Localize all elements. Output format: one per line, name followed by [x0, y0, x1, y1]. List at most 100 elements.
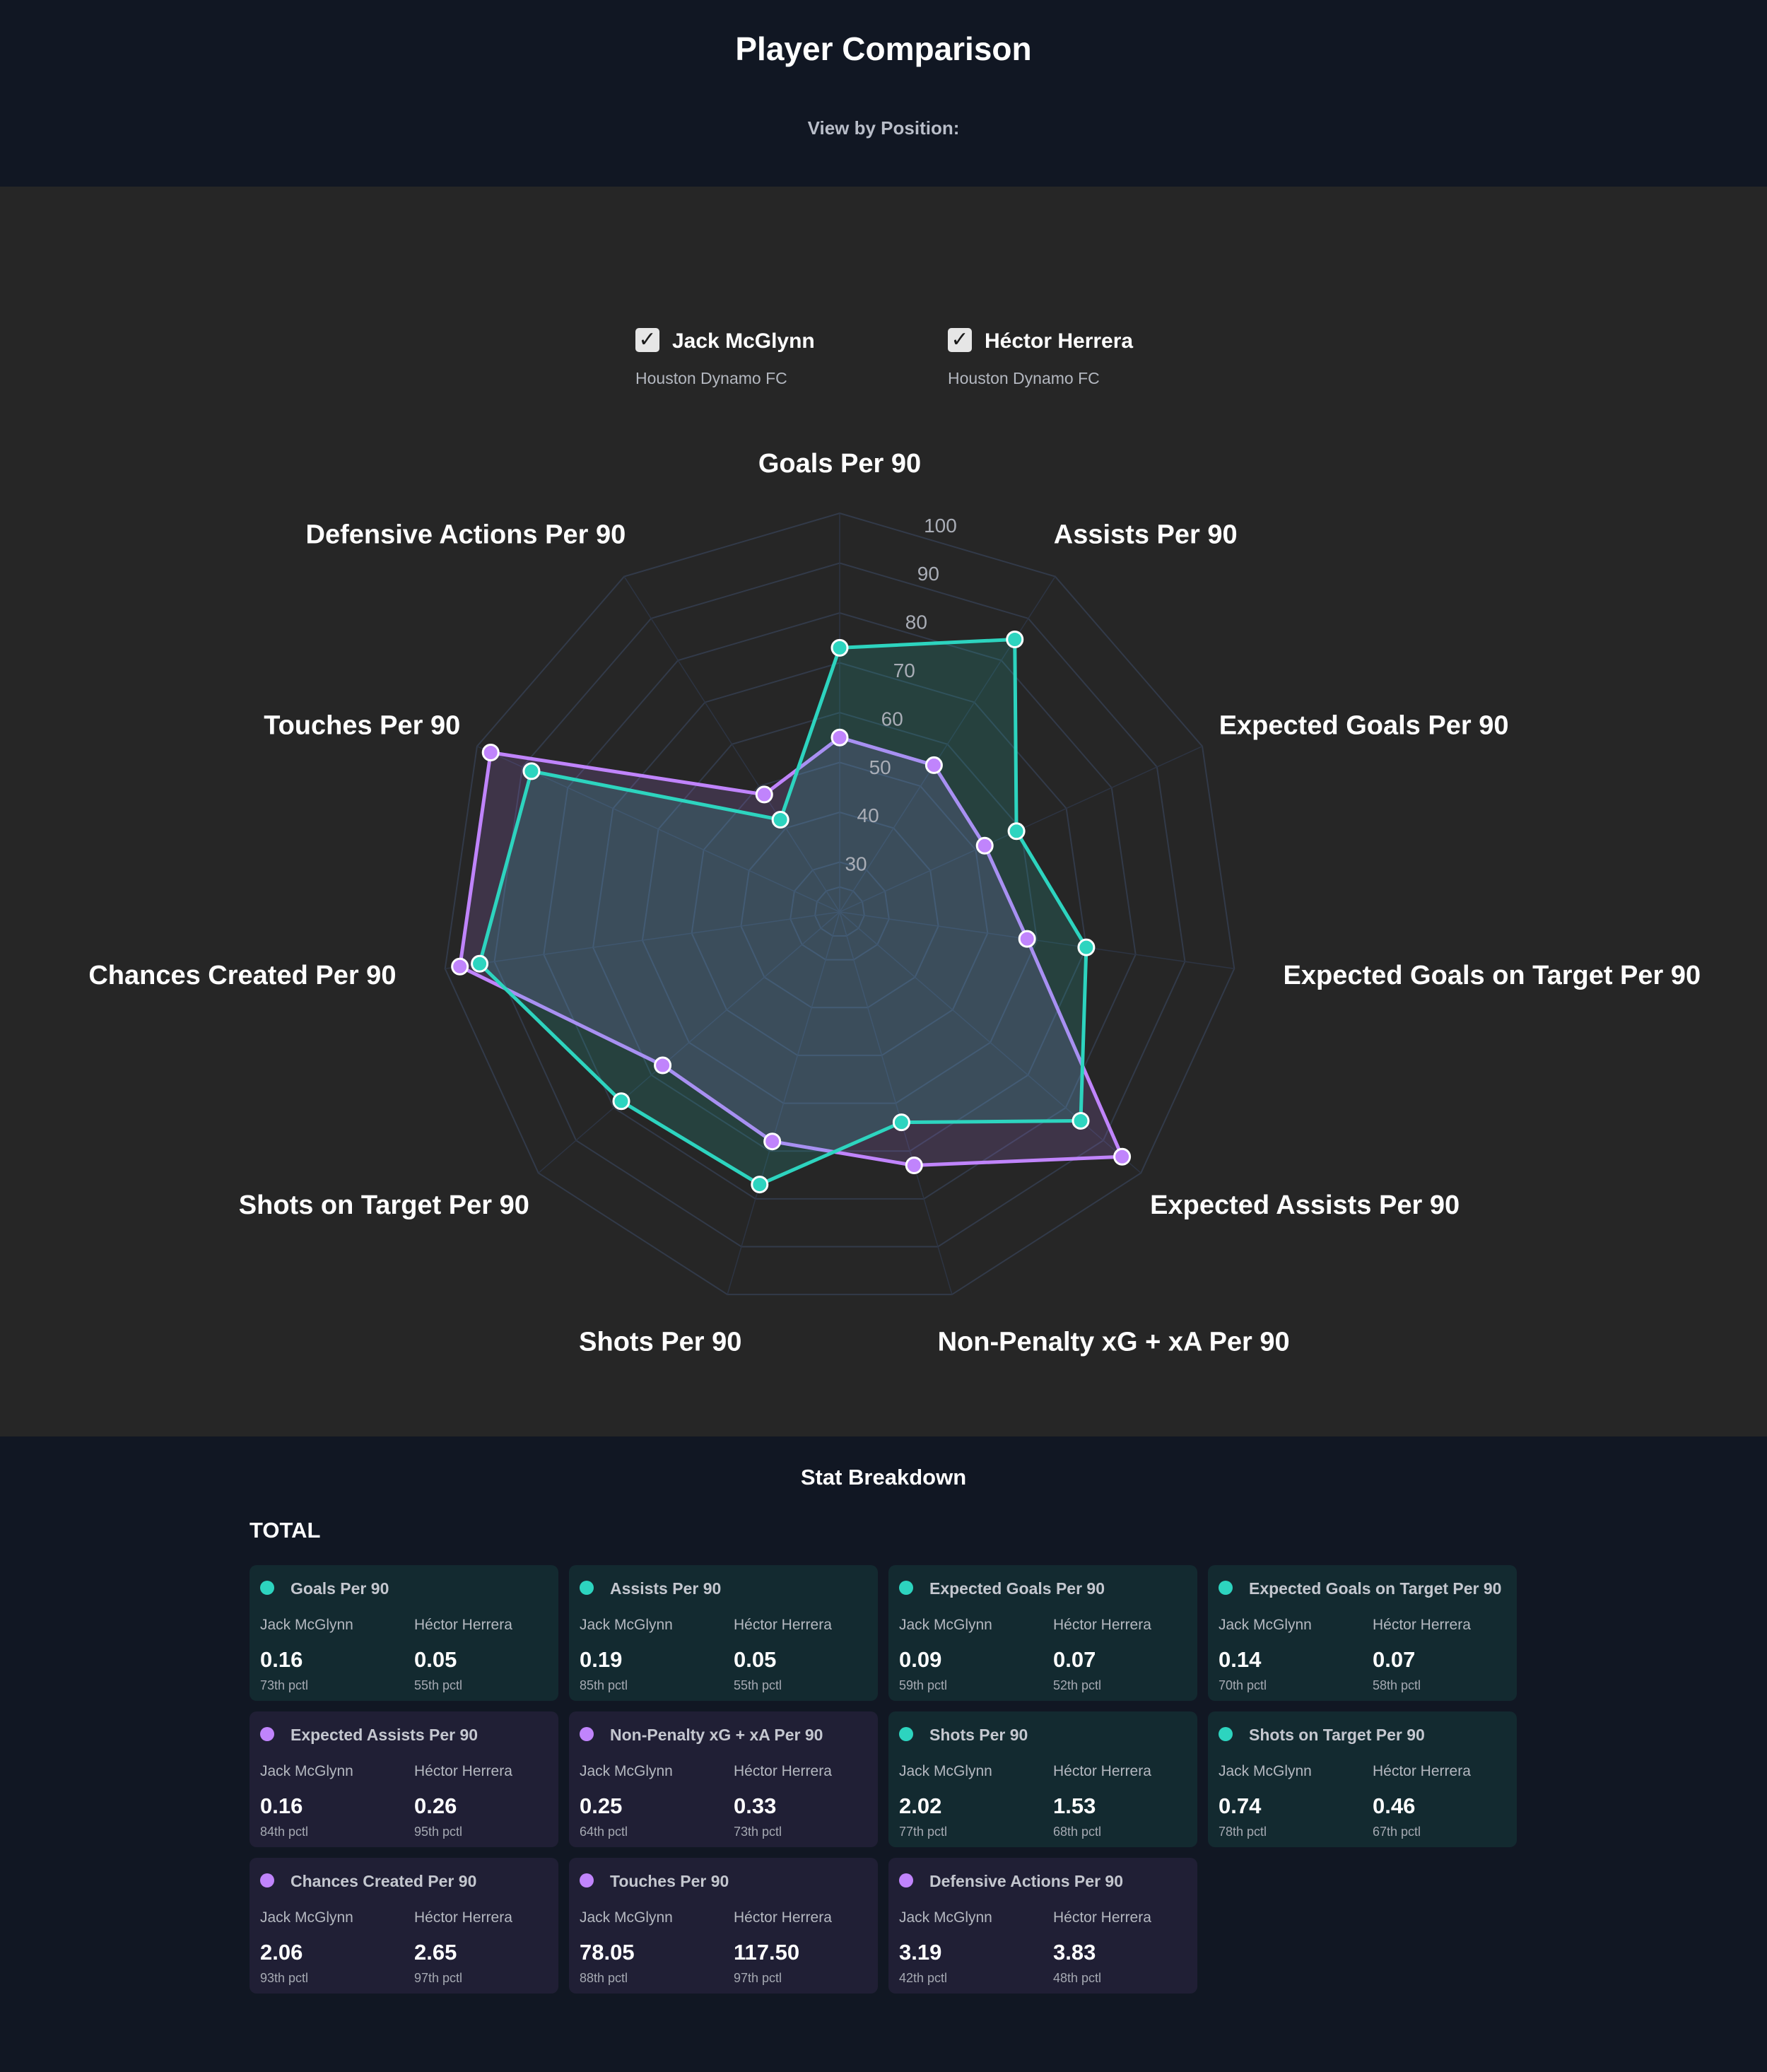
- stat-breakdown-title: Stat Breakdown: [800, 1465, 967, 1489]
- stat-card: Goals Per 90 Jack McGlynn Héctor Herrera 0.…: [250, 1565, 558, 1701]
- player-two-value: 0.05: [414, 1647, 457, 1672]
- player-two-value: 0.07: [1053, 1647, 1096, 1672]
- stat-card-metric: Touches Per 90: [610, 1872, 729, 1890]
- player-one-percentile: 84th pctl: [260, 1825, 309, 1839]
- axis-label: Assists Per 90: [1054, 520, 1238, 550]
- player-two-percentile: 73th pctl: [734, 1825, 782, 1839]
- grid-spoke: [839, 911, 1235, 970]
- data-point: [755, 785, 773, 804]
- player-one-percentile: 73th pctl: [260, 1678, 309, 1692]
- axis-label: Goals Per 90: [758, 449, 921, 479]
- player-two-percentile: 48th pctl: [1053, 1971, 1102, 1985]
- stat-card: Chances Created Per 90 Jack McGlynn Héctor…: [250, 1858, 558, 1994]
- radial-tick-label: 50: [869, 756, 891, 778]
- data-point: [751, 1176, 769, 1194]
- player-one-percentile: 77th pctl: [899, 1825, 948, 1839]
- axis-label: Defensive Actions Per 90: [306, 520, 626, 550]
- data-point: [654, 1056, 672, 1075]
- radial-tick-label: 30: [845, 853, 867, 875]
- player-one-name: Jack McGlynn: [1219, 1763, 1312, 1779]
- player-one-name: Jack McGlynn: [1219, 1617, 1312, 1633]
- axis-label: Touches Per 90: [264, 711, 460, 741]
- stat-card-metric: Goals Per 90: [290, 1579, 389, 1598]
- data-point: [975, 836, 994, 855]
- series-dot-icon: [899, 1727, 913, 1741]
- player-one-percentile: 88th pctl: [580, 1971, 628, 1985]
- data-point: [451, 957, 469, 976]
- grid-spoke: [727, 911, 840, 1295]
- grid-ring: [789, 861, 890, 961]
- stat-card: Touches Per 90 Jack McGlynn Héctor Herrera…: [569, 1858, 878, 1994]
- player-one-name: Jack McGlynn: [260, 1909, 353, 1926]
- legend-player-club: Houston Dynamo FC: [635, 369, 787, 387]
- player-two-percentile: 55th pctl: [734, 1678, 782, 1692]
- series-area: [458, 735, 1125, 1168]
- series-dot-icon: [899, 1581, 913, 1595]
- stat-card: Assists Per 90 Jack McGlynn Héctor Herrera…: [569, 1565, 878, 1701]
- page-title: Player Comparison: [735, 30, 1032, 67]
- axis-label: Expected Goals on Target Per 90: [1284, 961, 1701, 990]
- stat-card-metric: Expected Assists Per 90: [290, 1726, 479, 1744]
- stat-card: Shots Per 90 Jack McGlynn Héctor Herrera 2.…: [888, 1711, 1197, 1847]
- data-point: [1072, 1111, 1090, 1130]
- legend-item-hector-herrera[interactable]: ✓ Héctor Herrera Houston Dynamo FC: [948, 328, 1146, 392]
- player-two-name: Héctor Herrera: [414, 1763, 512, 1779]
- player-two-name: Héctor Herrera: [1373, 1763, 1471, 1779]
- player-one-value: 0.14: [1219, 1647, 1262, 1672]
- player-two-value: 0.26: [414, 1793, 457, 1818]
- player-one-percentile: 42th pctl: [899, 1971, 948, 1985]
- series-area: [478, 637, 1088, 1187]
- player-two-name: Héctor Herrera: [734, 1909, 832, 1926]
- radial-tick-label: 80: [905, 611, 927, 633]
- series-dot-icon: [1219, 1727, 1233, 1741]
- series-dot-icon: [260, 1581, 274, 1595]
- player-one-value: 0.19: [580, 1647, 623, 1672]
- grid-spoke: [839, 911, 953, 1295]
- stat-card: Shots on Target Per 90 Jack McGlynn Héctor…: [1208, 1711, 1517, 1847]
- data-point: [1007, 822, 1026, 841]
- radial-tick-label: 100: [924, 515, 957, 537]
- axis-label: Shots on Target Per 90: [239, 1190, 529, 1220]
- stat-card-metric: Chances Created Per 90: [290, 1872, 477, 1890]
- series-dot-icon: [580, 1727, 594, 1741]
- data-point: [481, 743, 500, 761]
- player-two-name: Héctor Herrera: [414, 1909, 512, 1926]
- player-two-name: Héctor Herrera: [1053, 1763, 1151, 1779]
- player-one-percentile: 70th pctl: [1219, 1678, 1267, 1692]
- axis-label: Non-Penalty xG + xA Per 90: [938, 1327, 1290, 1357]
- player-two-percentile: 97th pctl: [414, 1971, 463, 1985]
- player-one-value: 0.74: [1219, 1793, 1262, 1818]
- player-two-percentile: 97th pctl: [734, 1971, 782, 1985]
- legend-item-jack-mcglynn[interactable]: ✓ Jack McGlynn Houston Dynamo FC: [635, 328, 819, 392]
- player-one-value: 0.25: [580, 1793, 623, 1818]
- grid-ring: [814, 886, 865, 937]
- player-one-name: Jack McGlynn: [260, 1617, 353, 1633]
- player-one-name: Jack McGlynn: [580, 1763, 673, 1779]
- player-one-percentile: 64th pctl: [580, 1825, 628, 1839]
- player-two-percentile: 68th pctl: [1053, 1825, 1102, 1839]
- radial-tick-label: 60: [881, 708, 903, 730]
- axis-label: Expected Assists Per 90: [1150, 1190, 1460, 1220]
- stat-card-metric: Defensive Actions Per 90: [929, 1872, 1123, 1890]
- legend-player-name: Héctor Herrera: [985, 329, 1134, 353]
- data-point: [771, 811, 789, 829]
- check-icon[interactable]: ✓: [635, 328, 659, 352]
- radial-tick-label: 40: [857, 804, 879, 826]
- player-one-name: Jack McGlynn: [580, 1909, 673, 1926]
- data-point: [1018, 930, 1036, 948]
- radar-chart: 30 40 50 60 70 80 90 100 Goals Per 90 Assists Per…: [88, 449, 1701, 1357]
- stat-card: Defensive Actions Per 90 Jack McGlynn Héct…: [888, 1858, 1197, 1994]
- player-two-percentile: 55th pctl: [414, 1678, 463, 1692]
- axis-label: Shots Per 90: [579, 1327, 741, 1357]
- player-two-percentile: 67th pctl: [1373, 1825, 1421, 1839]
- grid-ring: [691, 761, 989, 1056]
- player-one-name: Jack McGlynn: [899, 1617, 992, 1633]
- player-two-percentile: 52th pctl: [1053, 1678, 1102, 1692]
- player-two-name: Héctor Herrera: [734, 1763, 832, 1779]
- player-two-value: 3.83: [1053, 1940, 1096, 1965]
- player-two-value: 117.50: [734, 1940, 800, 1965]
- player-two-name: Héctor Herrera: [414, 1617, 512, 1633]
- data-point: [612, 1092, 630, 1111]
- check-icon[interactable]: ✓: [948, 328, 972, 352]
- series-dot-icon: [260, 1727, 274, 1741]
